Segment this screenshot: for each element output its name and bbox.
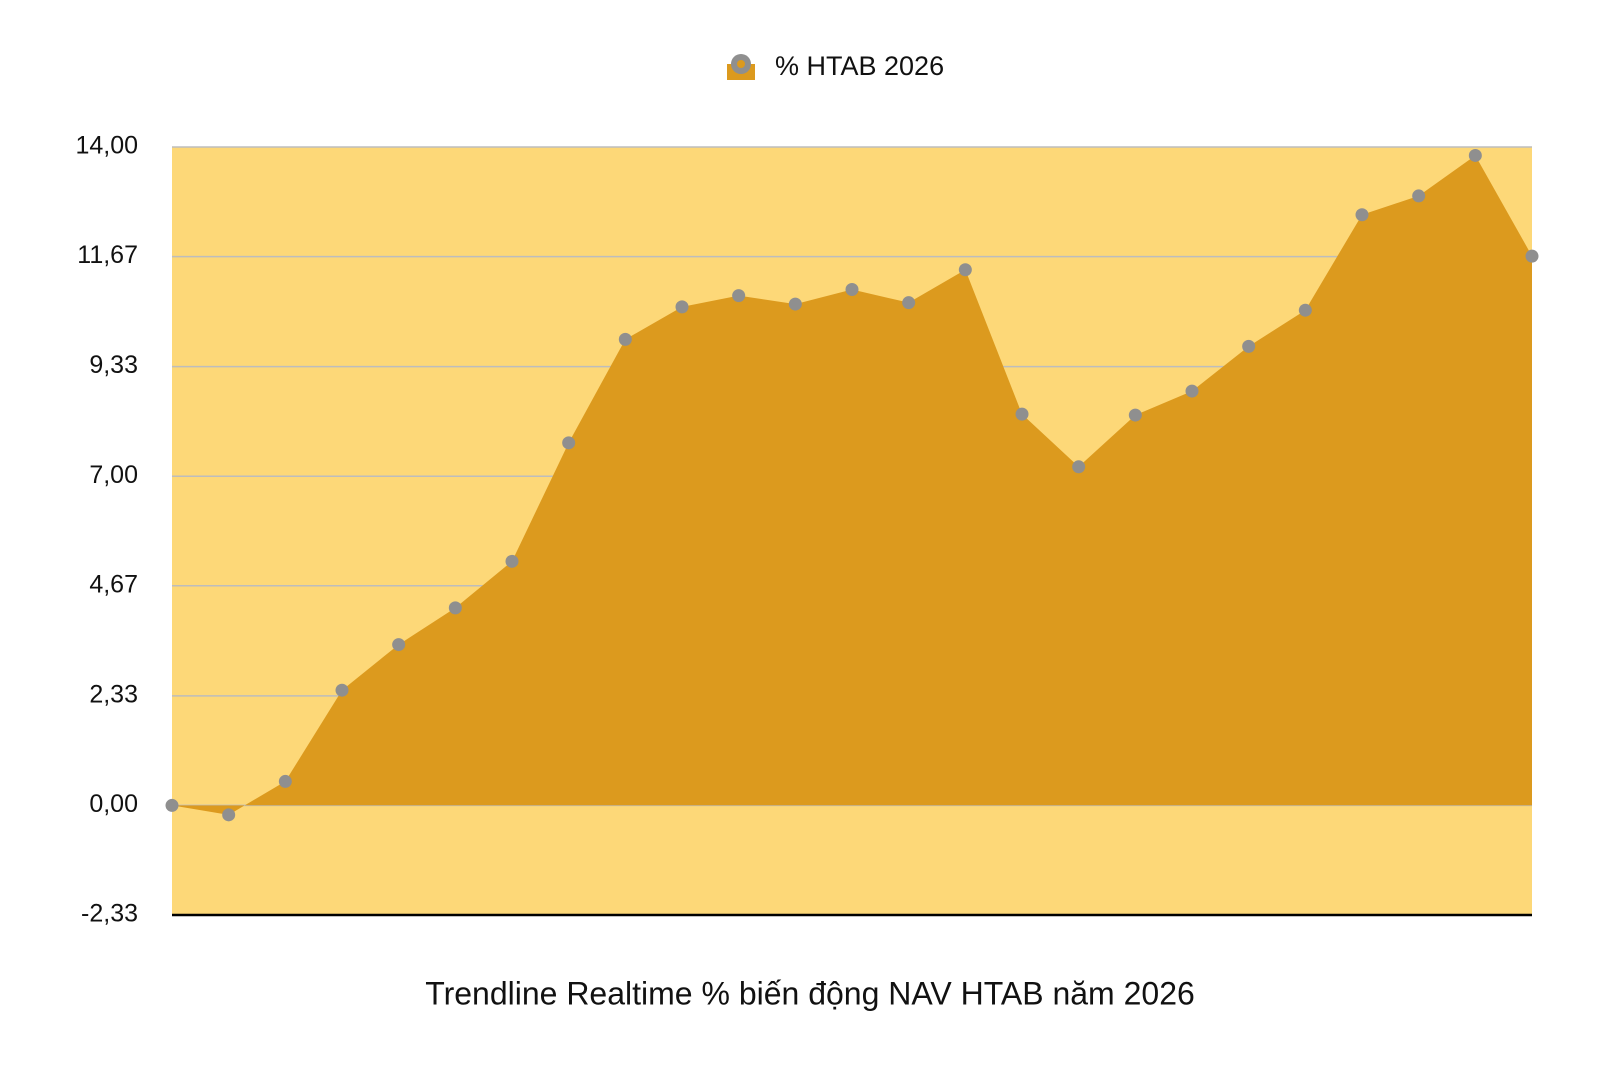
legend-label: % HTAB 2026 xyxy=(775,51,944,81)
data-point xyxy=(1128,408,1142,422)
chart-title: Trendline Realtime % biến động NAV HTAB … xyxy=(425,975,1195,1011)
data-point xyxy=(1298,303,1312,317)
data-point xyxy=(1412,189,1426,203)
y-tick-label: 9,33 xyxy=(89,351,138,379)
data-point xyxy=(675,300,689,314)
data-point xyxy=(392,638,406,652)
data-point xyxy=(505,554,519,568)
data-point xyxy=(165,798,179,812)
data-point xyxy=(278,774,292,788)
data-point xyxy=(335,683,349,697)
data-point xyxy=(1468,148,1482,162)
y-tick-label: 11,67 xyxy=(77,241,138,269)
data-point xyxy=(448,601,462,615)
data-point xyxy=(1355,208,1369,222)
data-point xyxy=(732,289,746,303)
y-tick-label: 2,33 xyxy=(89,680,138,708)
data-point xyxy=(562,436,576,450)
data-point xyxy=(1242,339,1256,353)
legend-marker-dot xyxy=(737,60,745,68)
data-point xyxy=(1015,407,1029,421)
y-tick-label: -2,33 xyxy=(81,900,138,928)
data-point xyxy=(618,332,632,346)
y-tick-label: 0,00 xyxy=(89,790,138,818)
data-point xyxy=(1525,249,1539,263)
data-point xyxy=(845,283,859,297)
data-point xyxy=(1072,460,1086,474)
y-tick-label: 4,67 xyxy=(89,570,138,598)
data-point xyxy=(902,296,916,310)
area xyxy=(172,155,1532,815)
data-point xyxy=(222,808,236,822)
data-point xyxy=(788,297,802,311)
y-tick-label: 14,00 xyxy=(75,132,138,160)
y-tick-label: 7,00 xyxy=(89,461,138,489)
data-point xyxy=(1185,384,1199,398)
data-point xyxy=(958,263,972,277)
